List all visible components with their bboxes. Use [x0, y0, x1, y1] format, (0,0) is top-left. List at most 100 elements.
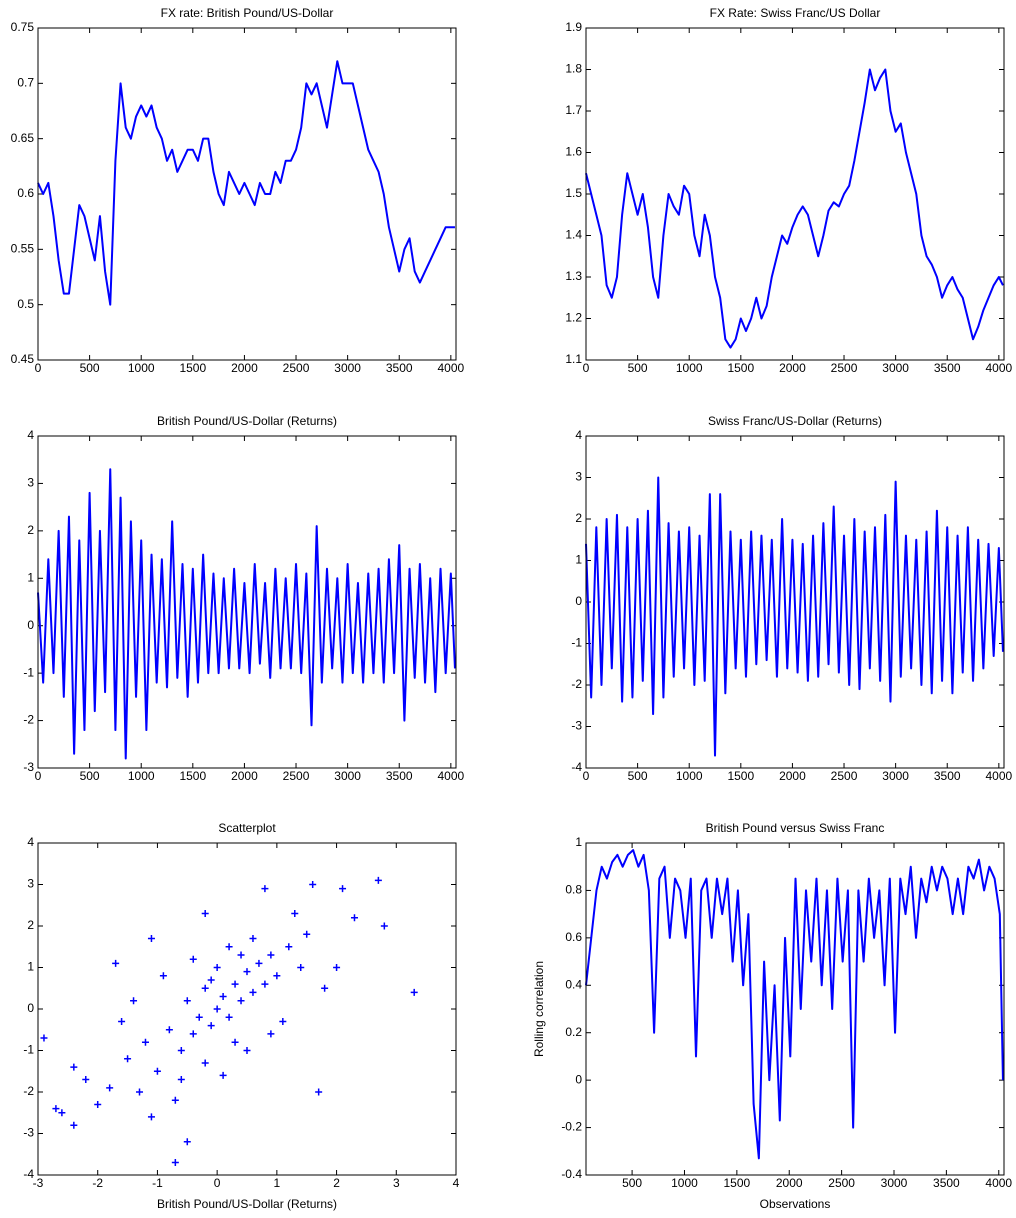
scatter-point [261, 885, 269, 893]
x-tick-label: 2000 [776, 1176, 803, 1190]
x-tick-label: 3000 [881, 1176, 908, 1190]
y-tick-label: 2 [27, 523, 34, 537]
scatter-point [225, 1013, 233, 1021]
scatter-point [219, 993, 227, 1001]
x-tick-label: 1500 [727, 769, 754, 783]
scatter-point [374, 876, 382, 884]
plot-area [38, 28, 456, 360]
scatter-point [195, 1013, 203, 1021]
scatter-point [165, 1026, 173, 1034]
axes-box [37, 842, 457, 1176]
scatter-point [106, 1084, 114, 1092]
scatter-point [339, 885, 347, 893]
y-tick-label: 1.4 [565, 228, 582, 242]
scatter-point [177, 1076, 185, 1084]
scatter-point [201, 984, 209, 992]
plot-area [586, 28, 1004, 360]
scatter-point [297, 964, 305, 971]
x-tick-label: 3500 [934, 361, 961, 375]
scatter-point [70, 1121, 78, 1129]
x-tick-label: 1500 [724, 1176, 751, 1190]
x-tick-label: 2000 [231, 769, 258, 783]
y-tick-label: 0 [27, 618, 34, 632]
scatter-point [124, 1055, 132, 1063]
y-tick-label: 0.45 [11, 352, 35, 366]
x-tick-label: 4000 [437, 769, 464, 783]
y-tick-label: -3 [23, 1126, 34, 1140]
scatter-point [177, 1047, 185, 1054]
y-tick-label: -4 [571, 760, 582, 774]
y-tick-label: -1 [23, 665, 34, 679]
scatter-point [350, 914, 358, 922]
x-tick-label: -3 [33, 1176, 44, 1190]
x-tick-label: -2 [92, 1176, 103, 1190]
y-tick-label: 4 [27, 835, 34, 849]
x-tick-label: 2500 [831, 769, 858, 783]
y-tick-label: -1 [571, 636, 582, 650]
scatter-point [118, 1017, 126, 1025]
x-tick-label: 4 [453, 1176, 460, 1190]
y-tick-label: -3 [23, 760, 34, 774]
x-axis-label: British Pound/US-Dollar (Returns) [157, 1197, 337, 1211]
subplot: FX Rate: Swiss Franc/US Dollar 0 500 1000 15… [565, 6, 1012, 375]
x-tick-label: 4000 [985, 361, 1012, 375]
x-tick-label: 500 [622, 1176, 642, 1190]
x-tick-label: 1500 [727, 361, 754, 375]
x-tick-label: 4000 [437, 361, 464, 375]
x-tick-label: 500 [628, 361, 648, 375]
scatter-point [171, 1096, 179, 1104]
y-tick-label: 3 [27, 476, 34, 490]
y-tick-label: -3 [571, 719, 582, 733]
scatter-point [273, 972, 281, 980]
scatter-point [130, 997, 138, 1005]
scatter-point [189, 1030, 197, 1038]
scatter-point [315, 1088, 323, 1096]
subplot: British Pound/US-Dollar (Returns) 0 500 100… [23, 414, 464, 783]
x-tick-label: 1000 [676, 769, 703, 783]
y-tick-label: 1 [27, 570, 34, 584]
scatter-point [267, 1030, 275, 1038]
y-tick-label: 0.4 [565, 977, 582, 991]
x-tick-label: 500 [80, 361, 100, 375]
scatter-point [279, 1017, 287, 1025]
chart-title: FX Rate: Swiss Franc/US Dollar [710, 6, 881, 20]
x-tick-label: 1000 [128, 361, 155, 375]
y-tick-label: 1 [27, 960, 34, 974]
scatter-point [237, 951, 245, 959]
chart-title: British Pound versus Swiss Franc [706, 821, 885, 835]
x-tick-label: 4000 [985, 1176, 1012, 1190]
y-tick-label: 0 [575, 594, 582, 608]
scatter-point [213, 964, 221, 971]
scatter-point [141, 1038, 149, 1046]
y-tick-label: 0.7 [17, 76, 34, 90]
scatter-point [183, 997, 191, 1005]
plot-area [38, 843, 456, 1175]
scatter-point [112, 959, 120, 967]
scatter-point [207, 1022, 215, 1030]
data-line [585, 476, 1004, 757]
y-tick-label: 2 [27, 918, 34, 932]
scatter-point [213, 1005, 221, 1013]
x-tick-label: 0 [583, 769, 590, 783]
subplot: FX rate: British Pound/US-Dollar 0 500 1000… [11, 6, 465, 375]
scatter-point [410, 988, 418, 996]
scatter-point [231, 980, 239, 988]
scatter-point [94, 1100, 102, 1108]
x-tick-label: 3500 [386, 769, 413, 783]
x-tick-label: 2000 [231, 361, 258, 375]
data-line [37, 468, 456, 760]
y-tick-label: 4 [575, 428, 582, 442]
scatter-point [237, 997, 245, 1005]
y-tick-label: 3 [27, 877, 34, 891]
y-tick-label: 0 [575, 1072, 582, 1086]
y-tick-label: 1.9 [565, 20, 582, 34]
y-tick-label: 1.5 [565, 186, 582, 200]
chart-title: Scatterplot [218, 821, 276, 835]
y-tick-label: 0.6 [565, 930, 582, 944]
x-tick-label: 500 [628, 769, 648, 783]
scatter-point [309, 881, 317, 888]
x-tick-label: 3500 [933, 1176, 960, 1190]
y-tick-label: 1.2 [565, 311, 582, 325]
axes-box [37, 27, 457, 361]
x-tick-label: 1500 [179, 769, 206, 783]
